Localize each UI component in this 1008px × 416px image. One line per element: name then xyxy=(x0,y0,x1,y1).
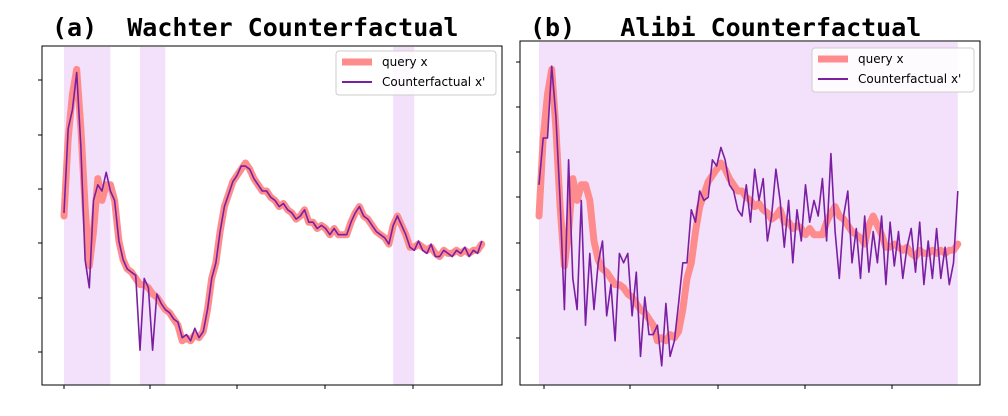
panel-a-legend-counterfactual-label: Counterfactual x' xyxy=(382,75,485,89)
panel-a-legend: query x Counterfactual x' xyxy=(335,50,497,96)
panel-a-highlights xyxy=(64,47,415,385)
panel-b-legend-box xyxy=(811,47,975,93)
panel-b-legend: query x Counterfactual x' xyxy=(811,47,975,93)
panel-b-counterfactual-line xyxy=(538,65,959,367)
panel-a-legend-box xyxy=(335,50,497,96)
panel-b-highlights xyxy=(539,42,958,385)
panel-b-title: (b) Alibi Counterfactual xyxy=(530,13,921,42)
panel-a-frame xyxy=(41,45,503,386)
panel-b-y-ticks xyxy=(516,61,520,339)
panel-a-title: (a) Wachter Counterfactual xyxy=(52,13,458,42)
panel-b-x-ticks xyxy=(543,385,893,389)
highlight-region xyxy=(139,47,166,385)
highlight-region xyxy=(393,47,415,385)
panel-b-legend-query-label: query x xyxy=(858,52,904,66)
panel-a-legend-query-label: query x xyxy=(382,55,428,69)
panel-a-y-ticks xyxy=(38,79,42,353)
panel-a-counterfactual-line xyxy=(63,71,483,352)
panel-a: (a) Wachter Counterfactual query x Count… xyxy=(38,13,503,389)
highlight-region xyxy=(539,42,958,385)
panel-a-query-line xyxy=(60,65,486,345)
panel-b-frame xyxy=(519,40,981,386)
panel-b-legend-counterfactual-label: Counterfactual x' xyxy=(858,72,961,86)
panel-a-x-ticks xyxy=(63,385,414,389)
panel-b: (b) Alibi Counterfactual query x Counter… xyxy=(516,13,981,389)
